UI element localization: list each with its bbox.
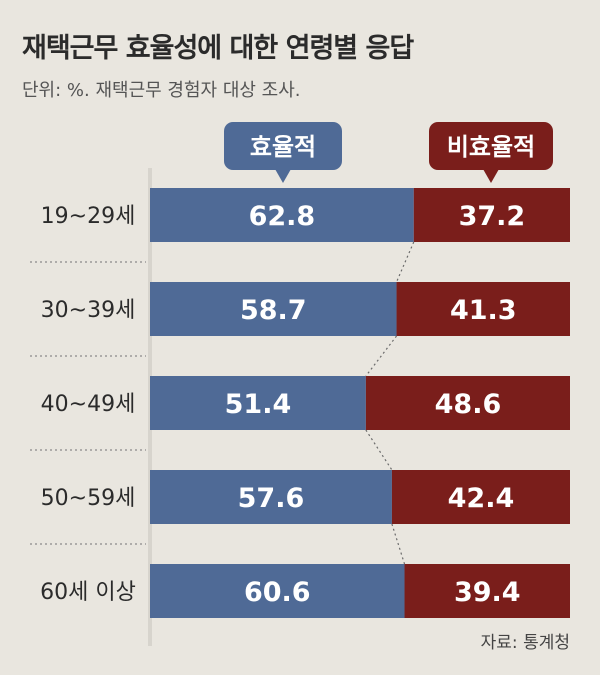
chart-subtitle: 단위: %. 재택근무 경험자 대상 조사.: [22, 80, 301, 101]
bar-inefficient: [404, 564, 570, 618]
bar-efficient: [150, 188, 414, 242]
bar-efficient: [150, 470, 392, 524]
value-label-inefficient: 42.4: [448, 483, 515, 514]
category-label: 60세 이상: [40, 580, 136, 605]
value-label-inefficient: 39.4: [454, 577, 521, 608]
boundary-connector: [391, 523, 406, 565]
legend-inefficient-bubble: [429, 122, 553, 170]
boundary-connector: [365, 335, 398, 377]
legend-efficient-bubble: [224, 122, 342, 170]
value-label-efficient: 62.8: [249, 201, 316, 232]
legend-inefficient-bubble-tail: [483, 169, 499, 183]
bar-inefficient: [365, 376, 570, 430]
legend-inefficient-label: 비효율적: [447, 133, 535, 161]
bar-inefficient: [391, 470, 570, 524]
value-label-inefficient: 37.2: [459, 201, 526, 232]
value-label-efficient: 58.7: [240, 295, 307, 326]
bar-efficient: [150, 564, 405, 618]
source-note: 자료: 통계청: [480, 633, 570, 653]
value-label-efficient: 51.4: [225, 389, 292, 420]
chart-title: 재택근무 효율성에 대한 연령별 응답: [22, 33, 414, 64]
category-label: 50~59세: [41, 486, 136, 511]
value-label-inefficient: 41.3: [450, 295, 517, 326]
value-label-inefficient: 48.6: [435, 389, 502, 420]
bar-efficient: [150, 282, 397, 336]
value-label-efficient: 60.6: [244, 577, 311, 608]
category-label: 19~29세: [41, 204, 136, 229]
legend-efficient-bubble-tail: [275, 169, 291, 183]
boundary-connector: [395, 241, 415, 283]
value-label-efficient: 57.6: [238, 483, 305, 514]
bar-efficient: [150, 376, 366, 430]
boundary-connector: [365, 429, 393, 471]
bar-inefficient: [396, 282, 570, 336]
bar-inefficient: [413, 188, 570, 242]
category-label: 30~39세: [41, 298, 136, 323]
legend-efficient-label: 효율적: [250, 133, 316, 161]
category-label: 40~49세: [41, 392, 136, 417]
